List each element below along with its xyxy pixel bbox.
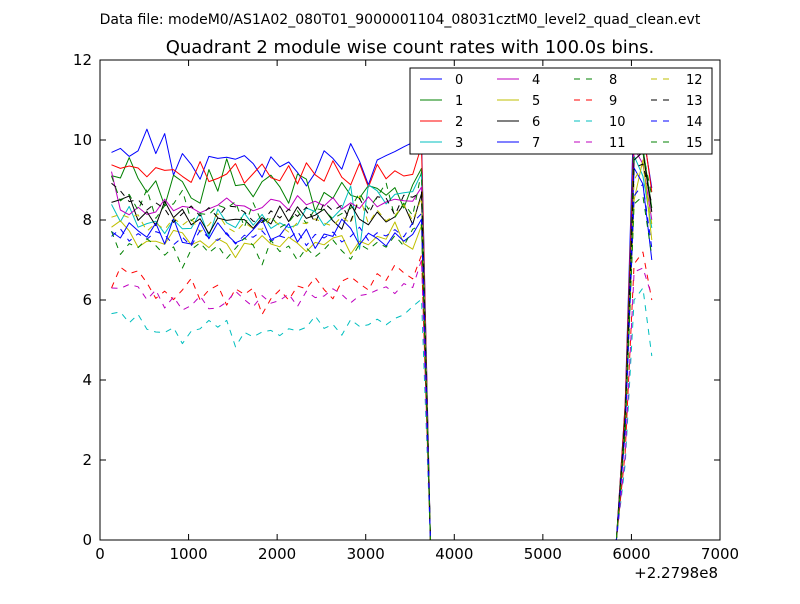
series-line-10 [111,287,653,541]
y-tick-label: 8 [82,211,92,229]
legend-label-14: 14 [686,115,703,130]
legend-label-2: 2 [455,115,463,130]
legend-label-0: 0 [455,73,463,88]
legend-label-6: 6 [532,115,540,130]
legend-label-9: 9 [609,94,617,109]
x-tick-label: 1000 [169,545,207,563]
chart-suptitle: Data file: modeM0/AS1A02_080T01_90000011… [100,12,701,28]
legend-label-1: 1 [455,94,463,109]
x-tick-label: 4000 [435,545,473,563]
x-tick-label: 0 [95,545,105,563]
x-tick-label: 5000 [524,545,562,563]
y-tick-label: 2 [82,451,92,469]
x-tick-label: 7000 [701,545,739,563]
legend-label-5: 5 [532,94,540,109]
series-line-11 [111,259,653,541]
legend-label-10: 10 [609,115,626,130]
y-tick-label: 6 [82,291,92,309]
y-tick-label: 0 [82,531,92,549]
chart-title: Quadrant 2 module wise count rates with … [166,37,655,58]
legend-label-11: 11 [609,136,626,151]
x-tick-label: 2000 [258,545,296,563]
y-tick-label: 4 [82,371,92,389]
x-tick-label: 6000 [612,545,650,563]
y-tick-label: 10 [73,131,92,149]
legend-label-12: 12 [686,73,703,88]
x-tick-label: 3000 [347,545,385,563]
legend-label-13: 13 [686,94,703,109]
legend-label-7: 7 [532,136,540,151]
legend-label-3: 3 [455,136,463,151]
x-offset-label: +2.2798e8 [634,564,718,582]
y-tick-label: 12 [73,51,92,69]
legend-label-8: 8 [609,73,617,88]
legend-label-15: 15 [686,136,703,151]
legend-label-4: 4 [532,73,540,88]
series-line-8 [111,147,653,541]
legend-box [409,67,713,155]
